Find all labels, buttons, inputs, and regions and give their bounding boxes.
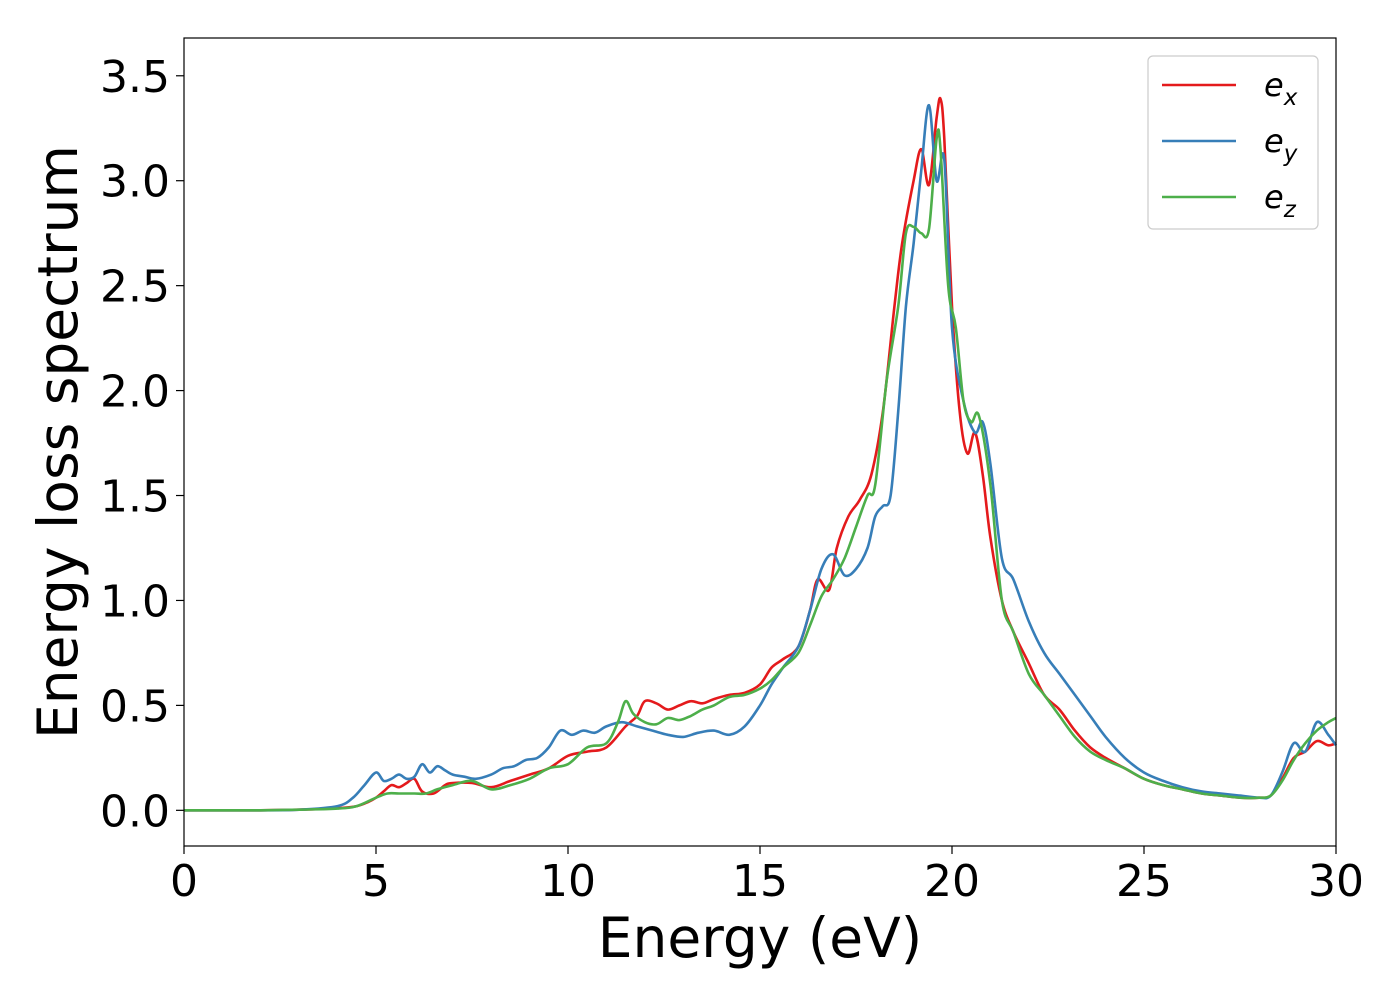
y-tick-label: 3.5 (100, 52, 170, 103)
legend-label-ez: ez (1264, 178, 1297, 223)
plot-background (184, 38, 1336, 846)
series-line-ey (184, 103, 1338, 812)
series-lines (184, 96, 1338, 812)
y-tick-label: 0.0 (100, 786, 170, 837)
legend-label-ex: ex (1264, 66, 1298, 111)
x-axis-title: Energy (eV) (598, 906, 922, 970)
series-line-ez (184, 128, 1337, 812)
x-tick-label: 5 (362, 856, 390, 907)
y-tick-label: 2.5 (100, 262, 170, 313)
y-tick-label: 2.0 (100, 367, 170, 418)
x-tick-label: 0 (170, 856, 198, 907)
x-axis-ticks: 0 5 10 15 20 25 30 (170, 846, 1364, 907)
y-tick-label: 1.5 (100, 472, 170, 523)
x-tick-label: 10 (540, 856, 596, 907)
legend-frame (1147, 55, 1319, 230)
y-tick-label: 0.5 (100, 681, 170, 732)
x-tick-label: 30 (1308, 856, 1364, 907)
x-tick-label: 20 (924, 856, 980, 907)
x-tick-label: 25 (1116, 856, 1172, 907)
legend: ex ey ez (1147, 55, 1319, 230)
legend-label-ey: ey (1264, 122, 1298, 167)
y-axis-title: Energy loss spectrum (26, 145, 90, 739)
y-axis-ticks: 0.0 0.5 1.0 1.5 2.0 2.5 3.0 3.5 (100, 52, 184, 837)
y-tick-label: 3.0 (100, 157, 170, 208)
y-tick-label: 1.0 (100, 576, 170, 627)
x-tick-label: 15 (732, 856, 788, 907)
